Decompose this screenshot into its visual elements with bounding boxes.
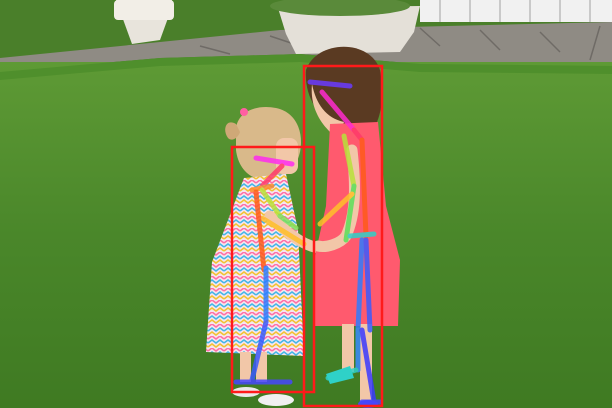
ponytail [225, 122, 240, 140]
planter-left-rim [114, 0, 174, 20]
pose-skeleton-left-child [233, 155, 307, 385]
leg-right [256, 352, 267, 382]
leg-left [240, 352, 251, 382]
planter-right-shrub [270, 0, 410, 16]
younger-child [206, 106, 324, 406]
planter-right [278, 6, 420, 54]
bounding-boxes [230, 64, 384, 408]
skeleton-leg-upper-right [363, 237, 373, 333]
main-lawn [0, 62, 612, 408]
skeleton-arm-back [259, 215, 307, 247]
skeleton-neck [259, 163, 285, 189]
fence [420, 0, 612, 22]
bounding-box-right-child [302, 64, 384, 408]
skeleton-arm-back [317, 191, 355, 227]
skeleton-arm-upper [259, 187, 283, 219]
skeleton-head [307, 79, 353, 89]
skeleton-leg-upper-left [355, 237, 365, 333]
pose-skeleton-right-child [307, 79, 383, 405]
face-skin [311, 84, 344, 132]
skeleton-head [253, 155, 295, 167]
skeleton-arm-lower [277, 213, 299, 231]
shoe-right [258, 394, 294, 406]
fence-posts [439, 0, 591, 22]
hair-bow [240, 108, 248, 116]
path-edge [0, 54, 612, 80]
skeleton-torso [253, 189, 267, 273]
leg-left [342, 324, 354, 372]
skeleton-leg-lower [249, 319, 269, 383]
skeleton-hip [347, 231, 377, 239]
skeleton-foot-left [325, 367, 359, 381]
skeleton-torso [359, 137, 369, 239]
pink-dress [314, 122, 400, 326]
bounding-box-left-child [230, 145, 316, 394]
skeleton-face [319, 89, 357, 133]
skeleton-arm-upper [341, 133, 357, 189]
skeleton-leg-lower-right [359, 327, 377, 405]
